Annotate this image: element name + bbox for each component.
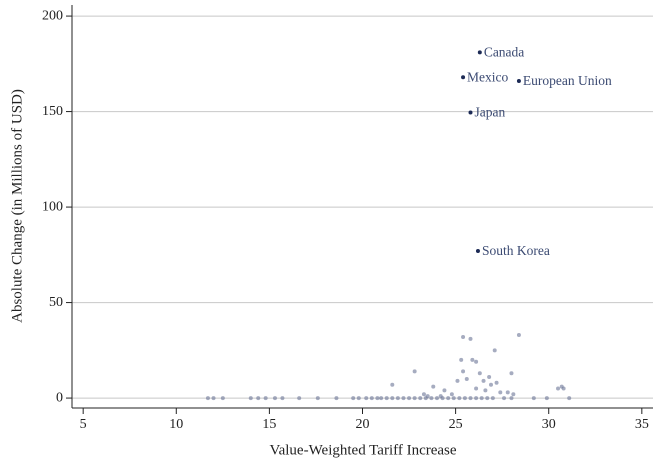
point: [474, 359, 479, 364]
point: [205, 396, 210, 401]
point: [459, 357, 464, 362]
point: [479, 396, 484, 401]
x-tick-label: 30: [542, 417, 556, 432]
point: [412, 396, 417, 401]
y-tick-label: 50: [49, 295, 63, 310]
point: [468, 110, 473, 115]
point: [429, 396, 434, 401]
point: [334, 396, 339, 401]
point: [468, 336, 473, 341]
x-tick-label: 25: [449, 417, 463, 432]
point: [516, 333, 521, 338]
point: [509, 371, 514, 376]
point: [485, 396, 490, 401]
point: [248, 396, 253, 401]
x-tick-label: 20: [356, 417, 370, 432]
point: [425, 394, 430, 399]
point: [421, 392, 426, 397]
point: [556, 386, 561, 391]
point: [384, 396, 389, 401]
point-label: Mexico: [467, 69, 508, 84]
point: [256, 396, 261, 401]
point: [315, 396, 320, 401]
point: [220, 396, 225, 401]
point: [351, 396, 356, 401]
point: [451, 396, 456, 401]
y-tick-label: 0: [56, 390, 63, 405]
point: [468, 396, 473, 401]
point: [477, 371, 482, 376]
point: [567, 396, 572, 401]
point: [455, 378, 460, 383]
point: [511, 392, 516, 397]
point: [516, 79, 521, 84]
point: [418, 396, 423, 401]
point: [544, 396, 549, 401]
x-tick-label: 5: [80, 417, 87, 432]
point: [395, 396, 400, 401]
y-tick-label: 150: [42, 104, 63, 119]
point: [457, 396, 462, 401]
point: [464, 376, 469, 381]
x-axis-label: Value-Weighted Tariff Increase: [269, 442, 456, 458]
point: [474, 396, 479, 401]
point: [356, 396, 361, 401]
point: [487, 375, 492, 380]
point: [438, 394, 443, 399]
point: [431, 384, 436, 389]
x-tick-label: 10: [169, 417, 183, 432]
point: [505, 390, 510, 395]
point: [509, 396, 514, 401]
point: [446, 396, 451, 401]
point: [502, 396, 507, 401]
point: [375, 396, 380, 401]
point: [211, 396, 216, 401]
point: [488, 382, 493, 387]
point: [470, 357, 475, 362]
point-label: European Union: [523, 73, 612, 88]
x-tick-label: 35: [635, 417, 649, 432]
point-label: Canada: [484, 44, 524, 59]
point: [434, 396, 439, 401]
point: [412, 369, 417, 374]
point: [364, 396, 369, 401]
y-axis-label: Absolute Change (in Millions of USD): [9, 89, 25, 323]
point: [561, 386, 566, 391]
point: [498, 390, 503, 395]
point: [442, 388, 447, 393]
point: [407, 396, 412, 401]
point: [462, 396, 467, 401]
point: [474, 386, 479, 391]
point: [475, 249, 480, 254]
point: [477, 50, 482, 55]
point: [490, 396, 495, 401]
point: [449, 392, 454, 397]
point: [531, 396, 536, 401]
point: [483, 388, 488, 393]
point: [461, 334, 466, 339]
point-label: South Korea: [482, 243, 550, 258]
point: [297, 396, 302, 401]
x-tick-label: 15: [262, 417, 276, 432]
point: [401, 396, 406, 401]
point: [481, 378, 486, 383]
point: [379, 396, 384, 401]
point: [390, 396, 395, 401]
point: [280, 396, 285, 401]
point-label: Japan: [475, 105, 506, 120]
point: [492, 348, 497, 353]
point: [461, 75, 466, 80]
point: [494, 380, 499, 385]
point: [461, 369, 466, 374]
y-tick-label: 200: [42, 8, 63, 23]
point: [272, 396, 277, 401]
y-tick-label: 100: [42, 199, 63, 214]
point: [369, 396, 374, 401]
point: [263, 396, 268, 401]
point: [390, 382, 395, 387]
